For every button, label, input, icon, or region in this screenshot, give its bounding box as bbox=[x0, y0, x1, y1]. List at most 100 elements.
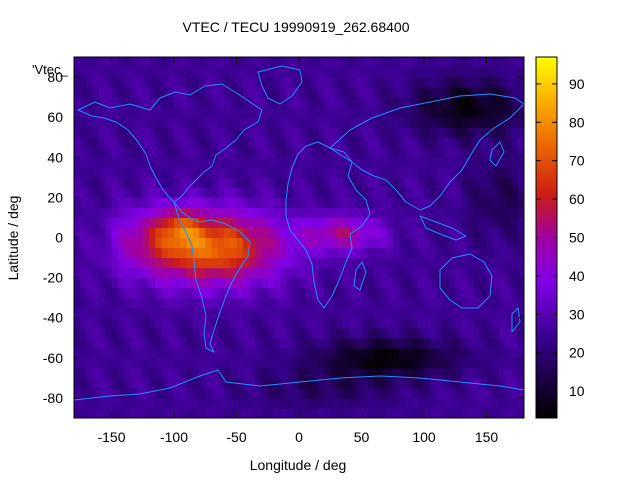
heatmap-cell bbox=[199, 167, 206, 178]
heatmap-cell bbox=[211, 257, 219, 269]
heatmap-cell bbox=[255, 87, 263, 98]
heatmap-cell bbox=[455, 277, 463, 289]
heatmap-cell bbox=[486, 407, 494, 418]
heatmap-cell bbox=[380, 217, 388, 229]
heatmap-cell bbox=[336, 177, 344, 188]
heatmap-cell bbox=[492, 117, 500, 128]
heatmap-cell bbox=[211, 127, 219, 138]
heatmap-cell bbox=[299, 297, 306, 309]
heatmap-cell bbox=[111, 187, 119, 198]
heatmap-cell bbox=[474, 287, 481, 299]
heatmap-cell bbox=[299, 237, 306, 249]
heatmap-cell bbox=[505, 287, 513, 299]
heatmap-cell bbox=[117, 357, 125, 369]
heatmap-cell bbox=[249, 287, 256, 299]
heatmap-cell bbox=[167, 297, 175, 309]
heatmap-cell bbox=[392, 217, 400, 229]
heatmap-cell bbox=[280, 337, 288, 349]
heatmap-cell bbox=[149, 117, 156, 128]
heatmap-cell bbox=[142, 177, 150, 188]
heatmap-cell bbox=[324, 207, 331, 219]
heatmap-cell bbox=[480, 267, 488, 279]
heatmap-cell bbox=[186, 297, 194, 309]
heatmap-cell bbox=[474, 147, 481, 158]
y-axis-label: Latitude / deg bbox=[5, 196, 21, 281]
heatmap-cell bbox=[149, 267, 156, 279]
heatmap-cell bbox=[261, 367, 269, 379]
heatmap-cell bbox=[286, 327, 294, 339]
heatmap-cell bbox=[280, 347, 288, 359]
heatmap-cell bbox=[161, 157, 169, 168]
heatmap-cell bbox=[211, 267, 219, 279]
heatmap-cell bbox=[367, 57, 375, 68]
heatmap-cell bbox=[299, 347, 306, 359]
heatmap-cell bbox=[280, 297, 288, 309]
heatmap-cell bbox=[92, 207, 100, 219]
heatmap-cell bbox=[417, 87, 425, 98]
heatmap-cell bbox=[249, 97, 256, 108]
heatmap-cell bbox=[149, 377, 156, 389]
heatmap-cell bbox=[249, 327, 256, 339]
heatmap-cell bbox=[355, 287, 363, 299]
coastline-asia bbox=[329, 93, 524, 211]
heatmap-cell bbox=[449, 217, 456, 229]
heatmap-cell bbox=[324, 227, 331, 239]
heatmap-cell bbox=[274, 387, 281, 399]
heatmap-cell bbox=[474, 107, 481, 118]
heatmap-cell bbox=[367, 287, 375, 299]
heatmap-cell bbox=[424, 307, 431, 319]
heatmap-cell bbox=[374, 147, 381, 158]
heatmap-cell bbox=[492, 377, 500, 389]
heatmap-cell bbox=[155, 67, 163, 78]
heatmap-cell bbox=[417, 397, 425, 409]
heatmap-cell bbox=[167, 377, 175, 389]
heatmap-cell bbox=[86, 167, 94, 178]
heatmap-cell bbox=[374, 107, 381, 118]
heatmap-cell bbox=[86, 97, 94, 108]
heatmap-cell bbox=[292, 137, 300, 148]
heatmap-cell bbox=[367, 97, 375, 108]
heatmap-cell bbox=[142, 327, 150, 339]
heatmap-cell bbox=[399, 247, 406, 259]
heatmap-cell bbox=[180, 57, 188, 68]
heatmap-cell bbox=[336, 387, 344, 399]
heatmap-cell bbox=[261, 157, 269, 168]
heatmap-cell bbox=[405, 297, 413, 309]
heatmap-cell bbox=[449, 327, 456, 339]
heatmap-cell bbox=[111, 177, 119, 188]
heatmap-cell bbox=[142, 287, 150, 299]
heatmap-cell bbox=[292, 327, 300, 339]
heatmap-cell bbox=[74, 337, 81, 349]
heatmap-cell bbox=[180, 297, 188, 309]
heatmap-cell bbox=[192, 97, 200, 108]
heatmap-cell bbox=[117, 77, 125, 88]
heatmap-cell bbox=[117, 157, 125, 168]
heatmap-cell bbox=[467, 387, 475, 399]
heatmap-cell bbox=[436, 297, 444, 309]
heatmap-cell bbox=[467, 237, 475, 249]
heatmap-cell bbox=[142, 207, 150, 219]
heatmap-cell bbox=[374, 267, 381, 279]
heatmap-cell bbox=[380, 117, 388, 128]
heatmap-cell bbox=[517, 87, 524, 98]
heatmap-cell bbox=[261, 377, 269, 389]
heatmap-cell bbox=[442, 297, 450, 309]
heatmap-cell bbox=[205, 277, 213, 289]
heatmap-cell bbox=[136, 107, 144, 118]
heatmap-cell bbox=[517, 397, 524, 409]
heatmap-cell bbox=[74, 257, 81, 269]
heatmap-cell bbox=[161, 307, 169, 319]
heatmap-cell bbox=[436, 347, 444, 359]
heatmap-cell bbox=[74, 167, 81, 178]
heatmap-cell bbox=[424, 197, 431, 209]
heatmap-cell bbox=[142, 187, 150, 198]
heatmap-cell bbox=[255, 157, 263, 168]
heatmap-cell bbox=[255, 327, 263, 339]
heatmap-cell bbox=[317, 97, 325, 108]
heatmap-cell bbox=[311, 227, 319, 239]
heatmap-cell bbox=[74, 77, 81, 88]
heatmap-cell bbox=[436, 317, 444, 329]
heatmap-cell bbox=[499, 407, 506, 418]
heatmap-cell bbox=[92, 297, 100, 309]
